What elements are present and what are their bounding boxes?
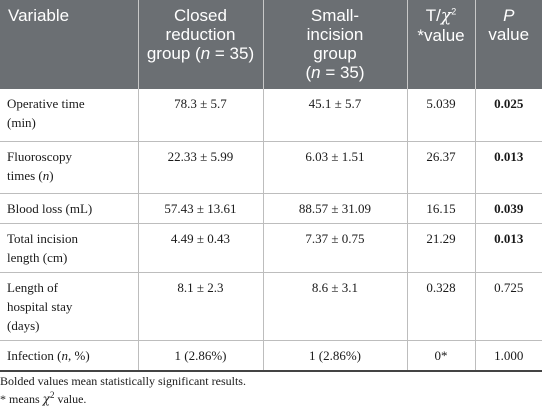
row-p-value: 0.013 — [475, 141, 542, 194]
row-variable: Infection (n, %) — [0, 340, 139, 372]
row-variable-tail: ) — [49, 167, 54, 183]
header-chi-sup: 2 — [451, 6, 457, 17]
row-t-value: 21.29 — [407, 223, 476, 273]
header-chi-symbol: χ — [440, 6, 452, 26]
row-variable: Length of hospital stay (days) — [0, 272, 139, 341]
header-small-open-paren: ( — [305, 63, 312, 82]
header-small-n: n — [311, 63, 321, 82]
header-t-line2: *value — [417, 26, 465, 45]
row-variable-line: Total incision — [7, 230, 78, 246]
row-variable: Operative time (min) — [0, 89, 139, 142]
row-variable-line: times ( — [7, 167, 43, 183]
row-closed-value: 78.3 ± 5.7 — [138, 89, 264, 142]
table-row: Infection (n, %) 1 (2.86%) 1 (2.86%) 0* … — [0, 340, 542, 372]
row-variable-italic: n — [42, 167, 50, 183]
row-small-value: 7.37 ± 0.75 — [263, 223, 408, 273]
row-t-value: 5.039 — [407, 89, 476, 142]
row-variable: Total incision length (cm) — [0, 223, 139, 273]
header-closed-n: n — [200, 44, 211, 63]
table-body: Operative time (min) 78.3 ± 5.7 45.1 ± 5… — [0, 89, 542, 372]
row-variable-line: Fluoroscopy — [7, 148, 72, 164]
row-closed-value: 4.49 ± 0.43 — [138, 223, 264, 273]
row-p-value: 0.025 — [475, 89, 542, 142]
row-closed-value: 8.1 ± 2.3 — [138, 272, 264, 341]
table-row: Total incision length (cm) 4.49 ± 0.43 7… — [0, 223, 542, 273]
row-variable-tail: , %) — [68, 347, 90, 363]
footnote-chi: * means χ2 value. — [0, 390, 246, 408]
row-variable-line: (min) — [7, 115, 36, 130]
header-small-line3: group — [313, 44, 357, 63]
header-variable-label: Variable — [8, 6, 70, 25]
row-variable: Fluoroscopy times (n) — [0, 141, 139, 194]
row-small-value: 6.03 ± 1.51 — [263, 141, 408, 194]
row-variable-line: Operative time — [7, 96, 85, 111]
row-t-value: 16.15 — [407, 193, 476, 224]
row-small-value: 88.57 ± 31.09 — [263, 193, 408, 224]
row-small-value: 8.6 ± 3.1 — [263, 272, 408, 341]
header-closed-count: = 35) — [210, 44, 255, 63]
header-closed-reduction: Closed reduction group (n = 35) — [138, 0, 264, 89]
header-closed-line1: Closed — [174, 6, 227, 25]
row-closed-value: 22.33 ± 5.99 — [138, 141, 264, 194]
row-t-value: 0.328 — [407, 272, 476, 341]
header-small-count: = 35) — [320, 63, 365, 82]
row-closed-value: 57.43 ± 13.61 — [138, 193, 264, 224]
row-p-value: 0.039 — [475, 193, 542, 224]
header-closed-line2: reduction — [165, 25, 236, 44]
row-variable-line: (days) — [7, 317, 40, 333]
footnote-chi-suffix: value. — [54, 392, 87, 406]
row-variable-line: Infection ( — [7, 347, 62, 363]
row-small-value: 1 (2.86%) — [263, 340, 408, 372]
row-small-value: 45.1 ± 5.7 — [263, 89, 408, 142]
header-p-line2: value — [488, 25, 530, 44]
table-footnotes: Bolded values mean statistically signifi… — [0, 372, 246, 408]
header-row: Variable Closed reduction group (n = 35)… — [0, 0, 542, 89]
header-t-prefix: T/ — [425, 6, 441, 25]
row-p-value: 0.725 — [475, 272, 542, 341]
row-variable-line: hospital stay — [7, 298, 73, 314]
row-t-value: 0* — [407, 340, 476, 372]
row-t-value: 26.37 — [407, 141, 476, 194]
row-closed-value: 1 (2.86%) — [138, 340, 264, 372]
footnote-chi-prefix: * means — [0, 392, 43, 406]
header-t-chi-value: T/χ2 *value — [407, 0, 476, 89]
row-variable-italic: n — [61, 347, 69, 363]
row-variable: Blood loss (mL) — [0, 193, 139, 224]
row-variable-line: Length of — [7, 279, 58, 295]
table-row: Fluoroscopy times (n) 22.33 ± 5.99 6.03 … — [0, 141, 542, 194]
header-small-incision: Small- incision group (n = 35) — [263, 0, 408, 89]
row-p-value: 1.000 — [475, 340, 542, 372]
table-row: Length of hospital stay (days) 8.1 ± 2.3… — [0, 272, 542, 341]
row-p-value: 0.013 — [475, 223, 542, 273]
row-variable-line: Blood loss (mL) — [7, 200, 93, 216]
footnote-chi-sup: 2 — [49, 390, 55, 400]
header-closed-line3: group ( — [146, 44, 201, 63]
header-variable: Variable — [0, 0, 139, 89]
table-row: Blood loss (mL) 57.43 ± 13.61 88.57 ± 31… — [0, 193, 542, 224]
footnote-bold: Bolded values mean statistically signifi… — [0, 374, 246, 388]
header-p-italic: P — [503, 6, 515, 25]
footnote-chi-symbol: χ — [42, 392, 50, 406]
header-small-line1: Small- — [310, 6, 360, 25]
comparison-table: Variable Closed reduction group (n = 35)… — [0, 0, 542, 372]
table-row: Operative time (min) 78.3 ± 5.7 45.1 ± 5… — [0, 89, 542, 142]
table-header: Variable Closed reduction group (n = 35)… — [0, 0, 542, 89]
header-small-line2: incision — [306, 25, 364, 44]
row-variable-line: length (cm) — [7, 249, 68, 265]
header-p-value: P value — [475, 0, 542, 89]
